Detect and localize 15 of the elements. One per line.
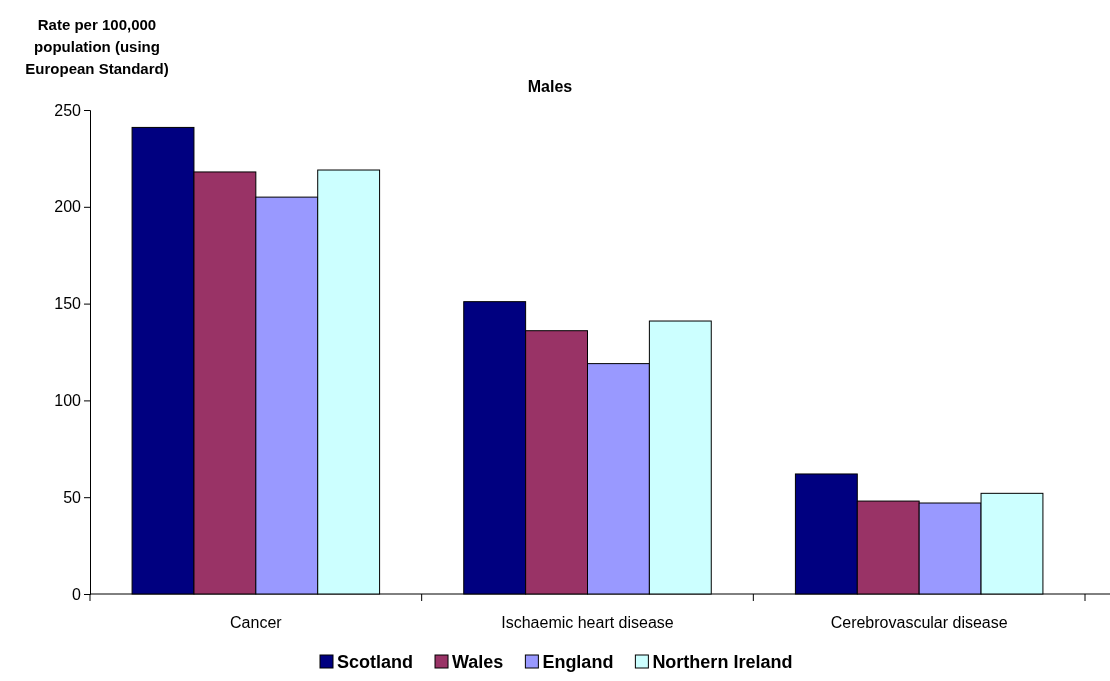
y-tick-label: 50 <box>63 488 82 506</box>
chart-title: Males <box>527 78 573 95</box>
y-axis-title: Rate per 100,000 population (using European Standard) <box>25 16 169 77</box>
legend-label: Wales <box>452 652 504 672</box>
x-tick-label: Cerebrovascular disease <box>830 614 1008 631</box>
y-tick-label: 100 <box>54 392 82 410</box>
x-tick-label: Ischaemic heart disease <box>501 614 674 631</box>
legend-label: Scotland <box>337 652 414 672</box>
legend-label: Northern Ireland <box>652 652 793 672</box>
y-tick-label: 200 <box>54 198 82 216</box>
y-tick-label: 150 <box>54 295 82 313</box>
y-tick-label: 0 <box>72 585 82 603</box>
x-tick-label: Cancer <box>230 614 283 631</box>
legend-label: England <box>542 652 614 672</box>
y-tick-label: 250 <box>54 101 82 119</box>
